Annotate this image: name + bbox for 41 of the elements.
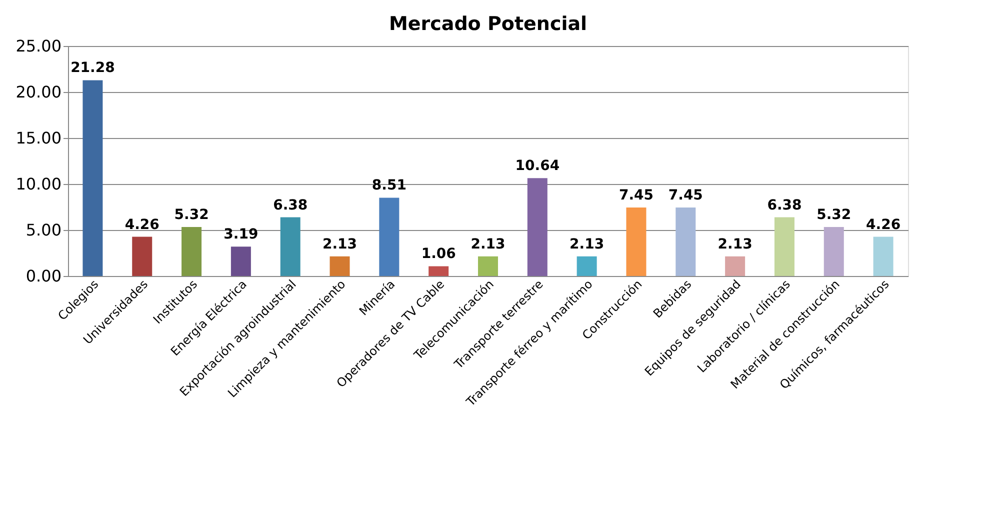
bar — [576, 256, 597, 276]
bar — [82, 80, 103, 276]
data-label: 6.38 — [767, 197, 802, 214]
data-label: 8.51 — [372, 178, 406, 194]
bar — [774, 217, 794, 276]
data-label: 10.64 — [515, 158, 560, 174]
data-label: 2.13 — [570, 236, 604, 252]
y-tick-label: 20.00 — [16, 82, 62, 102]
data-label: 6.38 — [273, 197, 308, 214]
bar — [676, 207, 696, 276]
data-label: 2.13 — [322, 236, 358, 252]
bar — [230, 246, 251, 276]
y-tick-label: 5.00 — [26, 220, 62, 240]
y-tick-label: 0.00 — [26, 266, 62, 286]
data-label: 7.45 — [668, 187, 703, 204]
bar — [330, 256, 350, 276]
bar — [132, 236, 152, 276]
data-label: 4.26 — [124, 216, 160, 233]
data-label: 5.32 — [174, 207, 209, 224]
y-tick-label: 10.00 — [16, 174, 62, 194]
y-tick-label: 25.00 — [16, 36, 62, 56]
bar — [527, 178, 548, 276]
bar — [824, 227, 844, 276]
data-label: 2.13 — [470, 236, 506, 252]
bar — [428, 266, 449, 276]
bar — [626, 207, 646, 276]
data-label: 7.45 — [618, 187, 654, 204]
data-label: 1.06 — [421, 246, 456, 262]
y-tick-label: 15.00 — [16, 128, 62, 148]
data-label: 4.26 — [866, 216, 901, 233]
data-label: 2.13 — [718, 236, 752, 252]
data-label: 3.19 — [224, 226, 258, 243]
bar — [725, 256, 746, 276]
bar — [873, 236, 894, 276]
data-label: 21.28 — [70, 60, 115, 76]
data-label: 5.32 — [816, 207, 852, 224]
bar — [182, 227, 202, 276]
bar — [379, 198, 400, 276]
bar — [478, 256, 498, 276]
chart-title: Mercado Potencial — [388, 13, 588, 35]
bar — [280, 217, 300, 276]
